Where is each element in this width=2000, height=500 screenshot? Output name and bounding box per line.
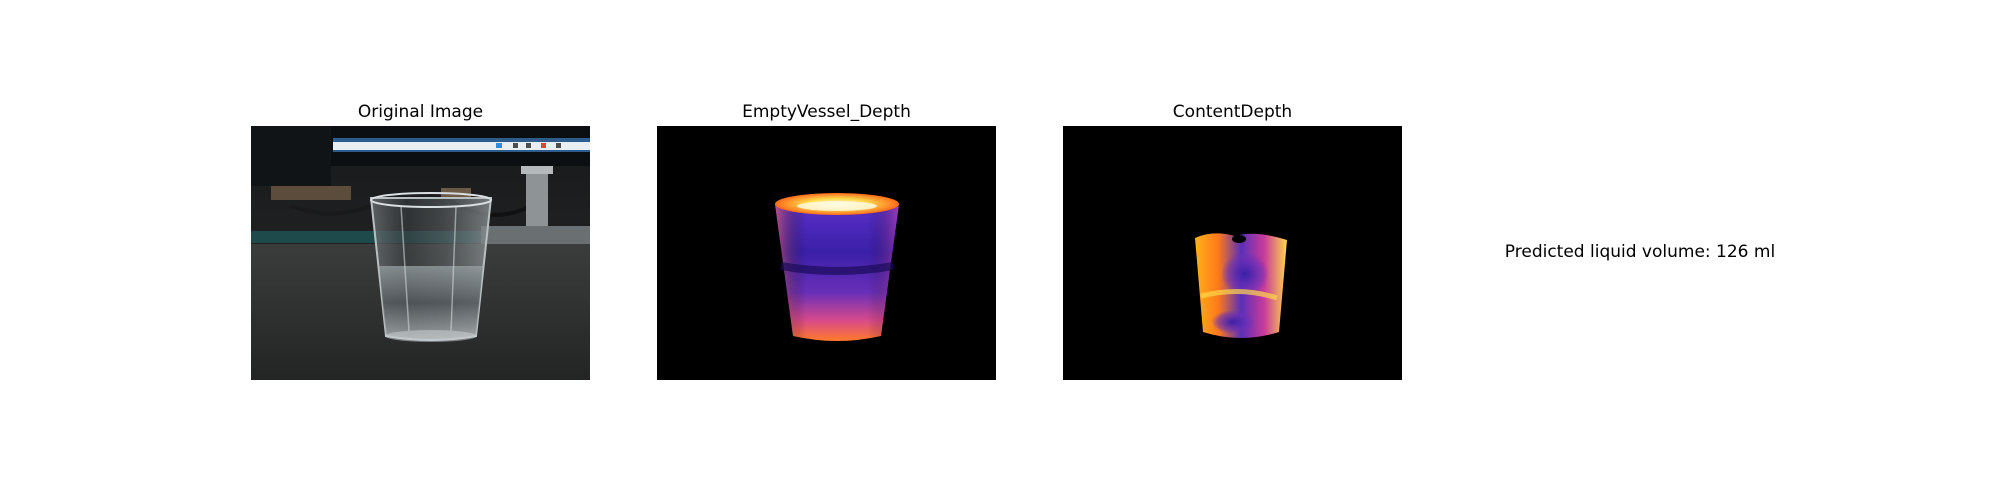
empty-vessel-depth-panel	[657, 126, 996, 380]
empty-vessel-depth-title: EmptyVessel_Depth	[742, 102, 911, 122]
content-depth-title: ContentDepth	[1172, 102, 1293, 122]
original-image-title: Original Image	[357, 102, 484, 122]
original-image-panel	[251, 126, 590, 380]
predicted-volume-text: Predicted liquid volume: 126 ml	[1504, 242, 1776, 262]
empty-vessel-depth-map	[657, 126, 996, 380]
original-image	[251, 126, 590, 380]
content-depth-map	[1063, 126, 1402, 380]
content-depth-panel	[1063, 126, 1402, 380]
